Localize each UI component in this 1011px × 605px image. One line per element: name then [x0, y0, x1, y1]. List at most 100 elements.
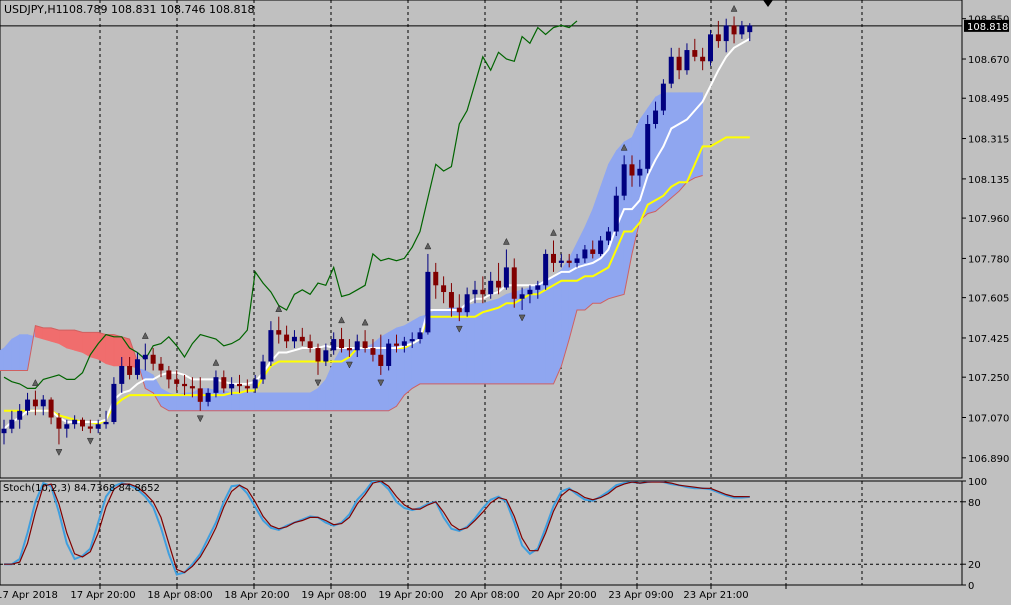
candle — [558, 253, 564, 268]
candle-body — [653, 110, 659, 124]
cloud-segment — [0, 347, 5, 371]
cloud-segment — [553, 268, 562, 385]
cloud-segment — [396, 325, 405, 408]
cloud-segment — [11, 334, 21, 371]
fractal-down-icon — [518, 314, 526, 322]
candle — [551, 240, 556, 272]
candle-body — [668, 56, 674, 84]
candle — [17, 404, 23, 429]
candle-body — [378, 354, 384, 366]
x-tick-label: 19 Apr 08:00 — [301, 590, 366, 601]
candle-body — [613, 195, 619, 232]
candle-body — [87, 426, 93, 429]
cloud-segment — [262, 392, 272, 412]
candle-body — [158, 363, 164, 371]
y-tick-label: 108.315 — [968, 135, 1009, 146]
candle-body — [64, 424, 70, 429]
cloud-segment — [294, 392, 303, 412]
ichimoku-lines — [3, 20, 751, 430]
cloud-segment — [435, 309, 444, 385]
candle — [574, 253, 580, 268]
candle — [543, 249, 549, 290]
candle — [244, 379, 250, 393]
cloud-segment — [623, 136, 633, 295]
candle-body — [142, 354, 148, 360]
fractal-up-icon — [212, 358, 220, 366]
candle-body — [56, 417, 62, 429]
y-tick-label: 107.960 — [968, 214, 1009, 225]
candle — [64, 419, 70, 438]
candle — [511, 258, 517, 308]
candle-body — [574, 258, 580, 263]
y-tick-label: 108.670 — [968, 55, 1009, 66]
candle-body — [700, 56, 706, 62]
candle — [276, 316, 282, 344]
stoch-label: Stoch(10,2,3) 84.7368 84.8652 — [3, 483, 160, 494]
current-price-box — [964, 19, 1009, 32]
candle — [72, 415, 78, 429]
cloud-segment — [333, 346, 342, 412]
candle-body — [519, 294, 525, 299]
x-tick-label: 20 Apr 20:00 — [531, 590, 596, 601]
candle-body — [284, 334, 290, 342]
candle — [480, 276, 486, 304]
ohlc-values: 108.789 108.831 108.746 108.818 — [62, 3, 254, 16]
candle-body — [527, 289, 533, 295]
candle-body — [739, 25, 745, 35]
shift-marker-icon[interactable] — [763, 0, 773, 7]
candle — [448, 283, 454, 317]
candle — [401, 336, 407, 353]
main-grid — [0, 0, 963, 479]
candle — [464, 287, 470, 317]
cloud-segment — [239, 392, 248, 412]
candle-body — [448, 292, 454, 308]
cloud-segment — [121, 336, 130, 367]
cloud-segment — [404, 320, 413, 396]
cloud-segment — [301, 392, 311, 412]
candle-body — [95, 424, 101, 429]
candle — [598, 236, 604, 257]
candle-body — [692, 50, 698, 57]
cloud-segment — [270, 392, 280, 412]
candle — [48, 397, 54, 425]
candle-body — [346, 348, 352, 351]
cloud-segment — [309, 387, 319, 412]
candle — [613, 186, 619, 237]
candle-body — [582, 249, 588, 259]
cloud-segment — [42, 327, 52, 342]
candle-body — [244, 386, 250, 389]
candle — [150, 348, 156, 371]
candle — [378, 334, 384, 375]
x-tick-label: 18 Apr 20:00 — [224, 590, 289, 601]
candle-body — [684, 50, 690, 71]
candle — [433, 262, 439, 299]
fractal-down-icon — [55, 449, 63, 456]
candle — [731, 16, 737, 44]
candle-body — [205, 392, 211, 402]
cloud-segment — [466, 302, 476, 385]
candle-body — [276, 330, 282, 335]
candle-body — [464, 294, 470, 313]
fractal-up-icon — [502, 237, 510, 245]
cloud-segment — [278, 392, 287, 412]
candle — [229, 377, 235, 396]
candle — [653, 101, 659, 129]
candle — [386, 339, 392, 371]
candle-body — [566, 260, 572, 263]
fractal-up-icon — [730, 4, 738, 12]
stoch-y-tick-label: 20 — [968, 560, 981, 571]
cloud-segment — [451, 307, 460, 385]
cloud-segment — [3, 338, 13, 371]
candle — [503, 249, 509, 290]
candle-body — [25, 399, 31, 411]
candle — [535, 280, 541, 299]
candle-body — [221, 377, 227, 389]
candle-body — [331, 339, 337, 351]
candle — [323, 343, 329, 366]
candle — [394, 334, 399, 353]
cloud-segment — [678, 92, 688, 193]
cloud-segment — [411, 316, 421, 389]
candle — [747, 23, 753, 42]
candle — [708, 29, 713, 66]
